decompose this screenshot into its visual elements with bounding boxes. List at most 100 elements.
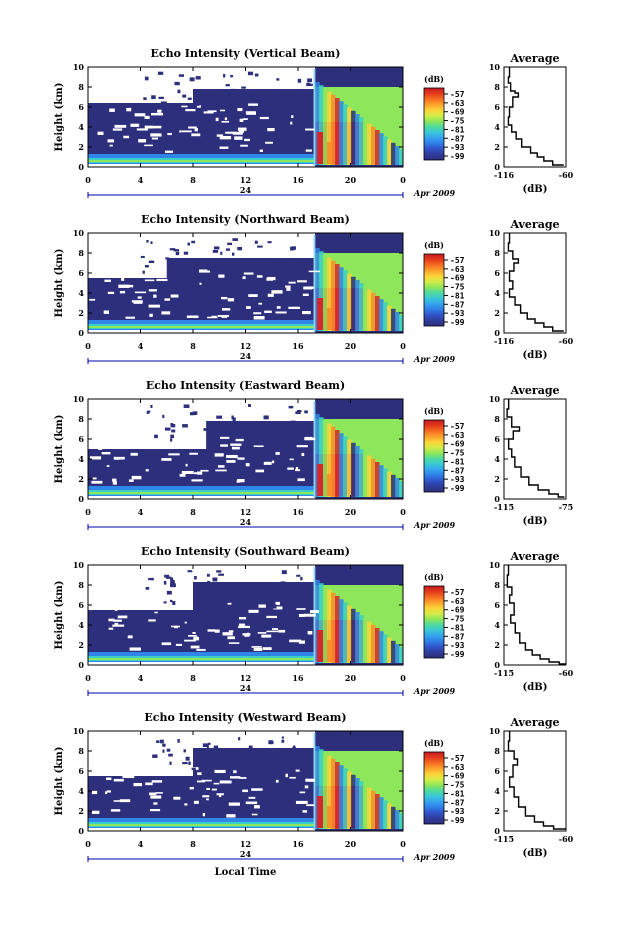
y-tick-label: 0 (78, 494, 84, 504)
storm-band (339, 433, 344, 497)
y-axis-label: Height (km) (54, 83, 65, 152)
data-gap (297, 280, 307, 283)
x-tick-label: 8 (190, 507, 196, 517)
data-speck (214, 592, 217, 597)
data-speck (182, 94, 187, 98)
data-speck (232, 435, 235, 438)
data-gap (148, 304, 160, 308)
data-gap (122, 776, 135, 779)
data-gap (91, 790, 98, 795)
data-gap (137, 296, 142, 299)
data-speck (213, 246, 220, 250)
data-gap (164, 150, 174, 153)
data-gap (113, 778, 124, 782)
data-gap (275, 311, 287, 314)
x-tick-label: 0 (400, 673, 406, 683)
data-speck (191, 240, 196, 244)
data-gap (189, 786, 194, 790)
data-gap (288, 281, 296, 284)
data-speck (297, 410, 302, 413)
data-gap (188, 447, 198, 449)
storm-band (327, 755, 332, 829)
average-x-label: (dB) (523, 848, 548, 859)
data-gap (305, 128, 315, 131)
colorbar-tick-label: -87 (450, 300, 465, 309)
data-gap (232, 131, 243, 135)
data-speck (170, 580, 175, 584)
data-gap (134, 437, 143, 440)
colorbar-tick-label: -57 (450, 422, 465, 431)
average-x-tick-label: -115 (494, 668, 514, 678)
data-gap (170, 294, 179, 298)
x-tick-label: 4 (138, 341, 144, 351)
data-speck (277, 427, 282, 430)
data-speck (281, 739, 285, 743)
data-gap (167, 132, 172, 136)
storm-band (335, 596, 340, 663)
data-gap (246, 111, 257, 115)
data-speck (157, 71, 164, 75)
data-gap (161, 311, 171, 315)
data-gap (267, 127, 275, 132)
data-speck (297, 78, 302, 83)
storm-band (379, 631, 384, 663)
data-speck (255, 427, 259, 430)
storm-band (395, 478, 400, 497)
storm-band (391, 308, 396, 331)
colorbar-tick-label: -63 (450, 431, 465, 440)
data-gap (130, 123, 140, 127)
storm-band (383, 634, 388, 663)
data-gap (253, 312, 262, 315)
storm-band (351, 276, 356, 331)
data-speck (183, 251, 189, 255)
data-gap (112, 481, 117, 485)
data-speck (295, 411, 301, 415)
data-gap (275, 779, 279, 783)
data-gap (299, 791, 306, 794)
average-y-tick-label: 2 (494, 142, 500, 152)
average-profile-line (507, 731, 566, 830)
storm-band (343, 602, 348, 663)
storm-band (387, 305, 392, 331)
y-tick-label: 4 (78, 620, 84, 630)
storm-band (335, 430, 340, 497)
data-gap (238, 617, 247, 620)
data-gap (251, 813, 258, 816)
data-gap (227, 298, 235, 302)
data-gap (231, 446, 240, 450)
average-y-tick-label: 0 (494, 494, 500, 504)
data-gap (296, 445, 308, 448)
storm-band (363, 120, 368, 165)
colorbar (423, 751, 445, 825)
data-speck (227, 242, 233, 245)
data-speck (236, 748, 240, 752)
data-gap (108, 618, 115, 622)
x-tick-label: 0 (85, 507, 91, 517)
data-gap (151, 445, 161, 447)
data-gap (228, 802, 240, 806)
storm-edge (313, 235, 316, 332)
data-gap (256, 275, 263, 278)
data-gap (129, 647, 141, 651)
storm-core (327, 308, 332, 330)
average-y-tick-label: 8 (494, 82, 500, 92)
data-gap (123, 135, 130, 139)
y-tick-label: 0 (78, 162, 84, 172)
data-speck (150, 241, 153, 244)
y-axis-label: Height (km) (54, 249, 65, 318)
storm-core (317, 298, 324, 330)
average-y-tick-label: 4 (494, 454, 500, 464)
data-gap (113, 800, 123, 802)
y-tick-label: 10 (73, 560, 85, 570)
average-frame (503, 232, 567, 334)
data-gap (161, 458, 172, 461)
data-gap (304, 785, 309, 789)
data-gap (156, 278, 168, 282)
data-gap (215, 469, 227, 472)
data-gap (253, 647, 263, 652)
data-speck (298, 436, 303, 440)
x-tick-label: 0 (400, 175, 406, 185)
storm-band (371, 458, 376, 497)
data-gap (289, 458, 294, 461)
data-gap (222, 632, 233, 636)
